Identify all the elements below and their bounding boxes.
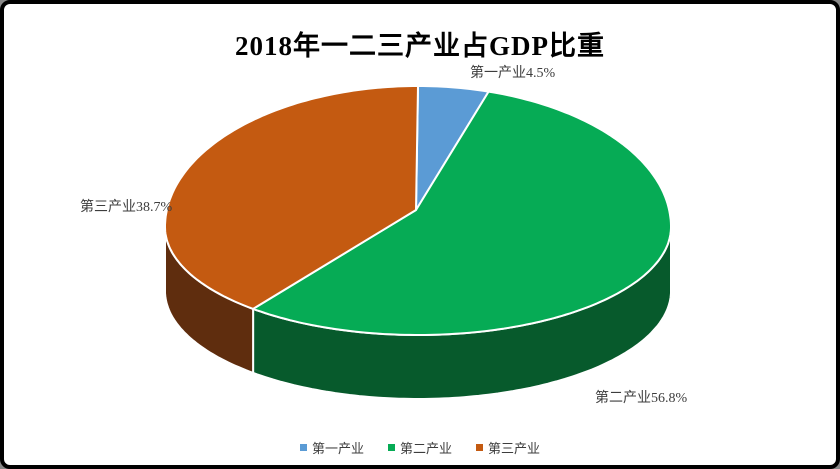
pie-slice-tertiary <box>164 85 419 310</box>
legend-item-secondary: 第二产业 <box>387 438 452 457</box>
pie-3d <box>164 85 672 400</box>
data-label-secondary: 第二产业56.8% <box>595 391 688 406</box>
data-label-primary: 第一产业4.5% <box>470 66 556 81</box>
legend-swatch-tertiary <box>476 444 483 451</box>
legend-item-tertiary: 第三产业 <box>476 438 540 457</box>
legend-label-secondary: 第二产业 <box>399 441 452 456</box>
legend-swatch-secondary <box>387 444 395 451</box>
legend: 第一产业 第二产业 第三产业 <box>4 438 836 457</box>
legend-label-tertiary: 第三产业 <box>488 441 541 456</box>
chart-title: 2018年一二三产业占GDP比重 <box>235 31 605 61</box>
legend-item-primary: 第一产业 <box>299 438 364 457</box>
legend-label-primary: 第一产业 <box>311 441 364 456</box>
legend-swatch-primary <box>299 444 307 451</box>
data-label-tertiary: 第三产业38.7% <box>80 200 173 215</box>
pie-slice-secondary <box>252 90 672 336</box>
